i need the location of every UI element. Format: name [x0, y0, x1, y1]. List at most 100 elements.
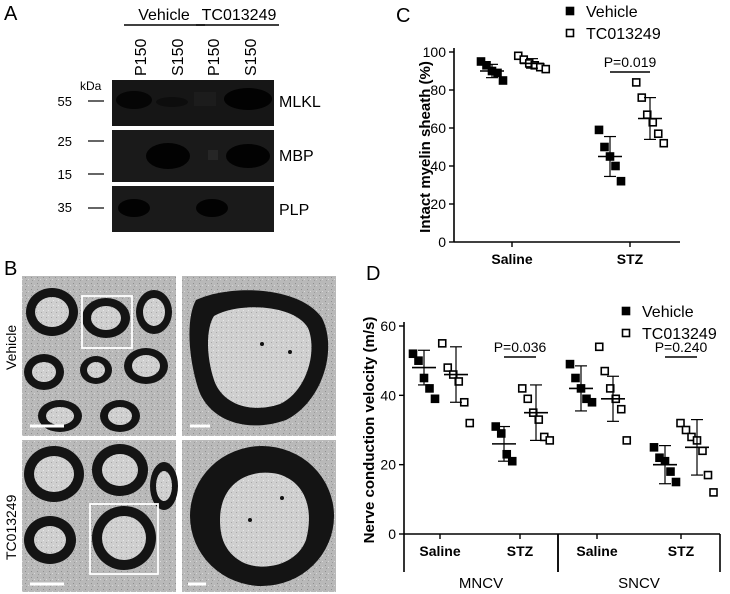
marker-35: 35 — [58, 200, 72, 215]
point-0-1-4 — [616, 176, 626, 186]
point-1-3-5 — [703, 470, 713, 480]
point-1-0-1 — [443, 363, 453, 372]
point-0-1-1 — [600, 142, 609, 152]
y-tick-label-3: 60 — [430, 120, 446, 136]
x-tick-label-0: Saline — [491, 251, 532, 267]
point-0-1-0 — [594, 125, 604, 135]
panel-b: B Vehicle TC013249 — [3, 258, 336, 592]
point-0-0-4 — [430, 394, 440, 404]
legend-label-1: TC013249 — [586, 26, 661, 43]
marker-55: 55 — [58, 94, 72, 109]
point-0-1-2 — [502, 449, 512, 459]
p-value-1: P=0.240 — [655, 339, 708, 355]
legend-marker-0 — [565, 6, 575, 16]
group-label-vehicle: Vehicle — [138, 7, 190, 24]
y-tick-label-1: 20 — [430, 196, 446, 212]
kda-label: kDa — [80, 79, 102, 93]
point-0-3-3 — [666, 467, 675, 476]
panel-a: A Vehicle TC013249 P150 S150 P150 S150 k… — [4, 3, 321, 232]
blot-label-mbp: MBP — [279, 148, 314, 165]
legend-label-1: TC013249 — [642, 326, 717, 343]
point-1-3-0 — [676, 418, 685, 428]
y-tick-label-4: 80 — [430, 82, 446, 98]
y-tick-label-0: 0 — [388, 526, 396, 542]
lane-label-1: P150 — [133, 39, 150, 76]
legend-marker-1 — [621, 328, 631, 338]
point-0-1-1 — [496, 429, 506, 438]
panel-a-letter: A — [4, 3, 18, 25]
panel-d-letter: D — [366, 263, 380, 285]
lane-label-3: P150 — [206, 39, 223, 76]
y-tick-label-5: 100 — [423, 44, 447, 60]
point-1-0-0 — [437, 339, 447, 348]
y-tick-label-2: 40 — [430, 158, 446, 174]
micrograph-vehicle-low — [22, 276, 176, 436]
group-label-1: SNCV — [618, 575, 660, 592]
x-tick-label-0: Saline — [419, 543, 460, 559]
blot-label-plp: PLP — [279, 202, 309, 219]
group-label-0: MNCV — [459, 575, 503, 592]
point-0-2-4 — [587, 397, 597, 407]
point-1-2-5 — [622, 436, 632, 445]
x-tick-label-2: Saline — [576, 543, 617, 559]
point-1-1-0 — [517, 384, 527, 393]
legend-marker-0 — [621, 306, 631, 316]
row-label-tc013249: TC013249 — [3, 494, 19, 560]
point-1-2-2 — [605, 384, 615, 393]
point-1-1-1 — [523, 394, 533, 404]
y-tick-label-2: 40 — [380, 387, 396, 403]
point-1-2-4 — [616, 404, 626, 414]
point-1-3-4 — [698, 446, 707, 456]
marker-15: 15 — [58, 167, 72, 182]
y-axis-title: Intact myelin sheath (%) — [417, 61, 434, 233]
panel-c-letter: C — [396, 5, 410, 27]
blot-mbp — [112, 130, 274, 182]
point-1-0-5 — [465, 418, 475, 428]
legend-label-0: Vehicle — [586, 4, 638, 21]
point-0-3-4 — [671, 477, 681, 487]
legend-marker-1 — [565, 28, 575, 38]
y-tick-label-3: 60 — [380, 318, 396, 334]
point-1-1-5 — [659, 138, 669, 148]
lane-label-2: S150 — [170, 39, 187, 76]
point-1-3-1 — [681, 425, 691, 435]
blot-label-mlkl: MLKL — [279, 94, 321, 111]
point-0-0-1 — [414, 356, 423, 365]
x-tick-label-1: STZ — [617, 251, 644, 267]
point-1-1-4 — [653, 129, 663, 138]
point-0-2-0 — [565, 359, 575, 369]
point-0-0-3 — [425, 384, 434, 393]
y-axis-title: Nerve conduction velocity (m/s) — [361, 317, 378, 544]
row-label-vehicle: Vehicle — [3, 325, 19, 370]
x-tick-label-3: STZ — [668, 543, 695, 559]
point-1-3-6 — [709, 488, 718, 497]
point-1-1-0 — [631, 78, 641, 87]
legend-label-0: Vehicle — [642, 304, 694, 321]
y-tick-label-1: 20 — [380, 457, 396, 473]
point-1-2-1 — [600, 366, 610, 376]
y-tick-label-0: 0 — [438, 234, 446, 250]
marker-25: 25 — [58, 134, 72, 149]
point-0-0-1 — [482, 60, 491, 70]
blot-mlkl — [112, 80, 274, 126]
point-1-0-5 — [541, 64, 551, 74]
point-1-0-3 — [454, 377, 464, 386]
panel-b-letter: B — [4, 258, 17, 280]
point-0-0-0 — [408, 349, 418, 359]
p-value-0: P=0.019 — [604, 54, 657, 70]
point-0-1-3 — [611, 161, 620, 171]
point-1-1-5 — [545, 436, 555, 445]
x-tick-label-1: STZ — [507, 543, 534, 559]
p-value-0: P=0.036 — [494, 339, 547, 355]
point-1-2-0 — [594, 342, 604, 352]
point-0-3-0 — [649, 443, 659, 452]
point-0-2-1 — [571, 373, 580, 383]
point-0-0-4 — [498, 76, 508, 85]
point-0-0-3 — [493, 68, 502, 78]
lane-label-4: S150 — [243, 39, 260, 76]
